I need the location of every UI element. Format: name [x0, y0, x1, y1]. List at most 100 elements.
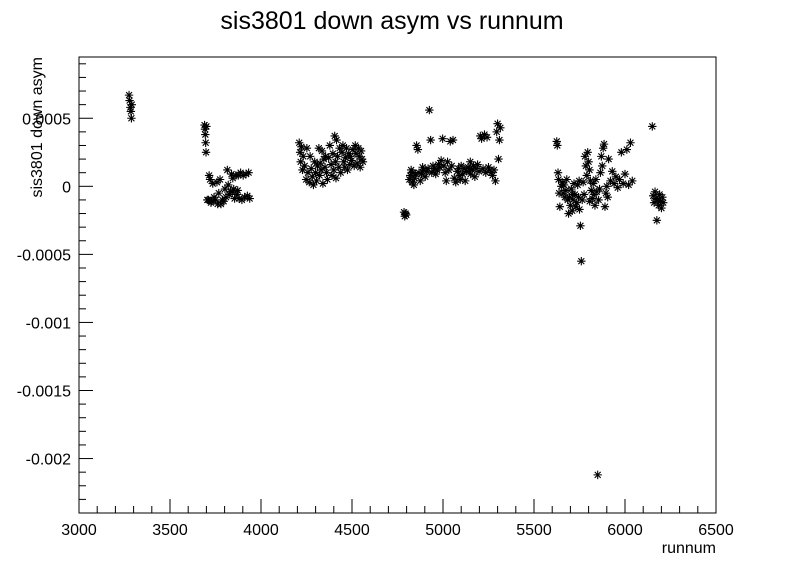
data-point: [492, 127, 501, 137]
data-point: [416, 176, 425, 186]
data-point: [408, 168, 418, 177]
data-point: [650, 187, 660, 196]
data-point: [422, 167, 431, 176]
data-point: [609, 179, 619, 188]
data-point: [622, 145, 632, 154]
data-point: [648, 122, 657, 131]
x-tick-label: 6000: [607, 522, 643, 539]
data-point: [204, 171, 214, 180]
data-point: [558, 178, 567, 187]
data-point: [295, 148, 305, 157]
data-point: [125, 96, 134, 105]
data-point: [590, 201, 600, 210]
data-point: [476, 131, 485, 141]
data-point: [598, 144, 608, 153]
data-point: [342, 144, 351, 153]
data-point: [335, 144, 344, 153]
data-point: [467, 165, 477, 175]
data-point: [406, 165, 416, 175]
data-point: [434, 160, 443, 169]
data-point: [473, 160, 482, 169]
data-point: [438, 134, 447, 143]
data-point: [318, 179, 328, 188]
data-point: [465, 164, 474, 173]
data-point: [296, 157, 305, 167]
data-point: [451, 178, 460, 187]
data-point: [657, 203, 666, 213]
data-point: [447, 161, 456, 171]
data-point: [228, 187, 237, 196]
data-point: [224, 180, 233, 190]
data-point: [563, 195, 572, 205]
data-point: [324, 153, 333, 162]
data-point: [442, 176, 451, 186]
data-point: [337, 148, 347, 157]
data-point: [347, 156, 356, 165]
data-point: [419, 165, 429, 175]
data-point: [470, 172, 480, 181]
data-point: [334, 163, 344, 172]
data-point: [341, 153, 350, 162]
data-point: [440, 168, 450, 177]
x-axis-ticks: 3000 3500 4000 4500 5000 5500 6000 6500: [61, 499, 734, 539]
data-point: [414, 168, 424, 177]
data-point: [208, 179, 217, 188]
data-point: [571, 202, 581, 211]
data-point: [331, 173, 341, 183]
data-point: [413, 145, 423, 154]
data-point: [577, 256, 586, 266]
data-point: [317, 146, 327, 156]
data-point: [127, 114, 136, 123]
data-point: [124, 90, 134, 100]
data-point: [435, 163, 444, 172]
data-point: [628, 176, 637, 186]
x-tick-label: 6500: [698, 522, 734, 539]
data-point: [307, 164, 316, 173]
data-point: [327, 171, 337, 180]
data-point: [310, 157, 319, 167]
data-point: [458, 169, 467, 179]
data-point: [315, 158, 325, 168]
data-point: [582, 171, 591, 180]
data-point: [358, 157, 368, 167]
data-point: [319, 154, 328, 164]
y-tick-label: -0.0015: [17, 383, 71, 400]
y-tick-label: 0.0005: [22, 111, 71, 128]
data-point: [482, 133, 492, 142]
data-point: [417, 169, 426, 179]
data-point: [448, 135, 458, 145]
data-point: [488, 171, 497, 180]
data-point: [566, 201, 575, 210]
data-point: [325, 141, 334, 150]
data-point: [244, 168, 253, 177]
data-point: [428, 161, 438, 171]
data-point: [569, 179, 579, 188]
data-point: [579, 190, 589, 199]
data-point: [230, 194, 239, 203]
data-point: [201, 148, 211, 157]
data-point: [329, 165, 338, 175]
data-point: [626, 138, 635, 147]
plot-frame: [78, 56, 717, 514]
data-point: [315, 171, 324, 180]
data-point: [205, 175, 215, 184]
data-point: [233, 186, 242, 195]
data-point: [659, 198, 668, 207]
data-point: [240, 193, 249, 202]
data-point: [575, 205, 584, 214]
y-tick-label: -0.002: [26, 452, 71, 469]
data-point: [588, 179, 598, 188]
data-point: [336, 168, 345, 177]
data-point: [578, 178, 588, 187]
data-point: [328, 149, 338, 158]
data-point: [309, 180, 318, 190]
data-point: [238, 171, 248, 180]
data-point: [295, 138, 304, 147]
x-axis-label: runnum: [662, 540, 716, 557]
data-point: [478, 164, 488, 173]
data-point: [591, 175, 601, 184]
data-point: [491, 176, 500, 186]
data-point: [227, 169, 236, 179]
data-point: [624, 180, 633, 190]
data-point: [316, 165, 326, 175]
